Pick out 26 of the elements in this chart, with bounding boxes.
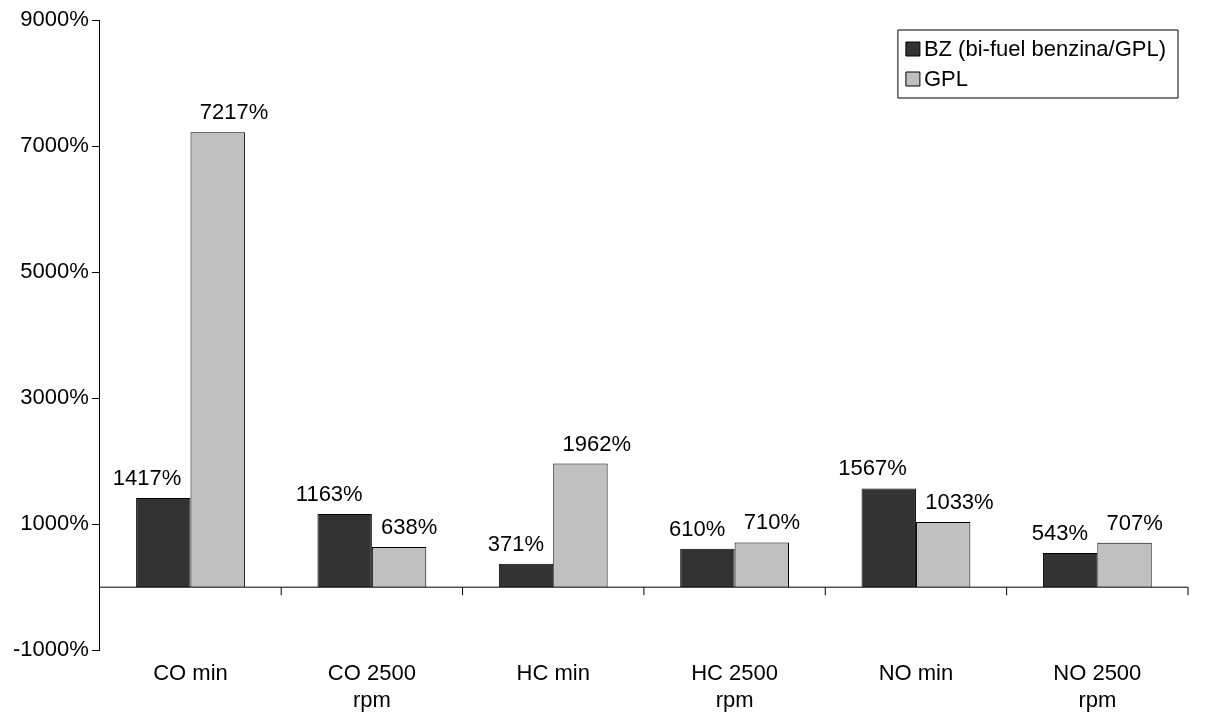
data-label: 1417% <box>112 464 182 490</box>
data-label: 1567% <box>838 455 907 481</box>
legend-label: GPL <box>923 66 968 92</box>
data-label: 638% <box>381 514 438 540</box>
legend-label: BZ (bi-fuel benzina/GPL) <box>923 36 1166 62</box>
x-tick-label: HC min <box>516 660 590 686</box>
y-tick-label: 9000% <box>20 6 89 32</box>
x-tick-label: CO min <box>153 660 228 686</box>
data-label: 1163% <box>295 480 363 506</box>
data-label: 710% <box>743 509 801 535</box>
x-tick-label: NO min <box>878 660 954 686</box>
data-label: 7217% <box>199 99 269 125</box>
data-label: 1033% <box>925 489 994 515</box>
y-tick-label: -1000% <box>12 636 89 662</box>
x-tick-label: CO 2500 rpm <box>327 660 416 712</box>
x-tick-label: NO 2500 rpm <box>1053 660 1142 712</box>
data-label: 610% <box>669 515 726 541</box>
data-label: 707% <box>1106 509 1163 535</box>
data-label: 543% <box>1031 520 1089 546</box>
data-label: 371% <box>487 530 545 556</box>
y-tick-label: 5000% <box>20 258 89 284</box>
y-tick-label: 3000% <box>20 384 89 410</box>
x-tick-label: HC 2500 rpm <box>691 660 779 712</box>
data-label: 1962% <box>562 430 631 456</box>
y-tick-label: 7000% <box>20 132 89 158</box>
y-tick-label: 1000% <box>20 510 89 536</box>
